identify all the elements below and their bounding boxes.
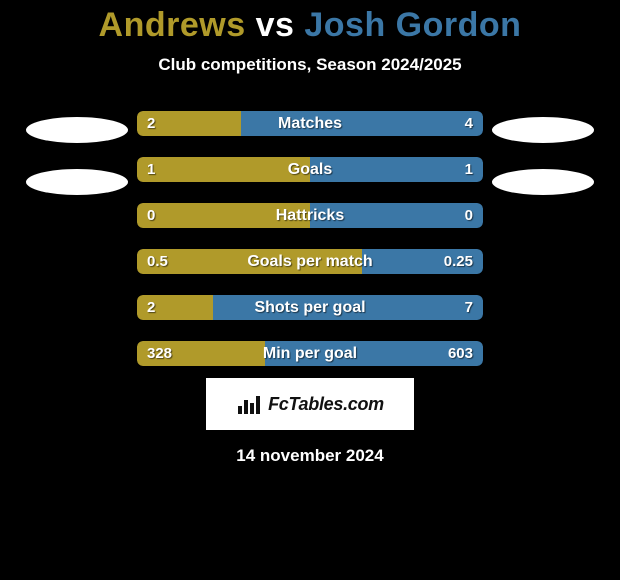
metric-label: Hattricks [276, 207, 344, 225]
metric-label: Shots per goal [254, 299, 365, 317]
metric-fill-right [310, 157, 483, 182]
metric-row: 2 7 Shots per goal [137, 295, 483, 320]
metric-value-right: 0.25 [444, 253, 473, 270]
player1-silhouette-head [26, 117, 128, 143]
metric-value-right: 0 [465, 207, 473, 224]
branding-text: FcTables.com [268, 394, 384, 415]
metric-value-left: 2 [147, 299, 155, 316]
metric-row: 1 1 Goals [137, 157, 483, 182]
metric-fill-left [137, 157, 310, 182]
metric-row: 0 0 Hattricks [137, 203, 483, 228]
player2-silhouette-head [492, 117, 594, 143]
metric-label: Matches [278, 115, 342, 133]
metric-row: 0.5 0.25 Goals per match [137, 249, 483, 274]
metric-value-right: 603 [448, 345, 473, 362]
player2-silhouette-body [492, 169, 594, 195]
metric-label: Goals [288, 161, 332, 179]
metric-value-left: 1 [147, 161, 155, 178]
comparison-chart: 2 4 Matches 1 1 Goals 0 0 Hattricks 0.5 0.25 Goals … [0, 111, 620, 366]
metric-value-left: 2 [147, 115, 155, 132]
metric-value-left: 0.5 [147, 253, 168, 270]
metric-label: Min per goal [263, 345, 357, 363]
left-silhouette-column [17, 111, 137, 221]
metric-value-left: 0 [147, 207, 155, 224]
metric-value-left: 328 [147, 345, 172, 362]
right-silhouette-column [483, 111, 603, 221]
player2-name: Josh Gordon [304, 6, 521, 44]
bars-icon [236, 392, 262, 416]
metric-row: 2 4 Matches [137, 111, 483, 136]
bars-column: 2 4 Matches 1 1 Goals 0 0 Hattricks 0.5 0.25 Goals … [137, 111, 483, 366]
metric-value-right: 7 [465, 299, 473, 316]
branding-box: FcTables.com [206, 378, 414, 430]
page-title: Andrews vs Josh Gordon [99, 6, 522, 45]
metric-label: Goals per match [247, 253, 372, 271]
player1-name: Andrews [99, 6, 246, 44]
player1-silhouette-body [26, 169, 128, 195]
date-label: 14 november 2024 [236, 446, 383, 466]
metric-row: 328 603 Min per goal [137, 341, 483, 366]
metric-value-right: 4 [465, 115, 473, 132]
subtitle: Club competitions, Season 2024/2025 [158, 55, 461, 75]
vs-label: vs [256, 6, 295, 44]
metric-value-right: 1 [465, 161, 473, 178]
